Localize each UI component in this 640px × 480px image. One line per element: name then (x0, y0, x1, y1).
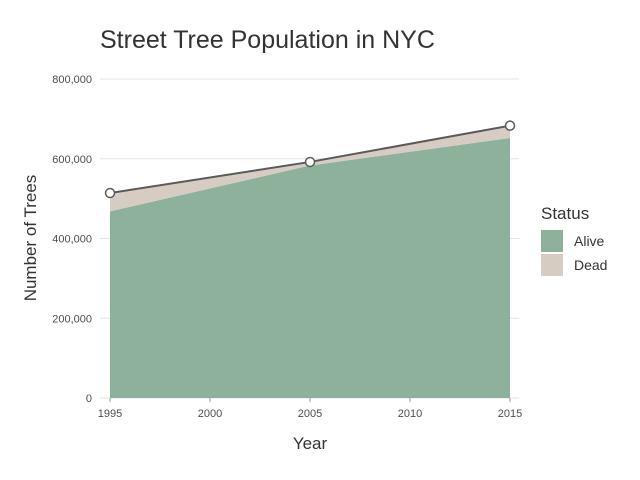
total-line-group (104, 120, 516, 199)
y-tick-label: 600,000 (52, 154, 92, 166)
legend-swatch-alive (541, 230, 563, 252)
area-layers (110, 125, 510, 398)
chart-title: Street Tree Population in NYC (100, 26, 435, 54)
x-tick-label: 2010 (398, 408, 422, 420)
x-tick-label: 2005 (298, 408, 322, 420)
x-tick-label: 1995 (98, 408, 122, 420)
total-point (104, 187, 116, 199)
y-tick-label: 400,000 (52, 234, 92, 246)
legend-title: Status (541, 204, 589, 223)
x-tick-label: 2015 (498, 408, 522, 420)
total-point (504, 120, 516, 131)
legend-label-dead: Dead (574, 257, 607, 273)
y-tick-label: 200,000 (52, 313, 92, 325)
x-axis-title: Year (293, 434, 328, 453)
y-tick-label: 800,000 (52, 74, 92, 86)
area-dead (110, 125, 510, 212)
total-point (304, 156, 316, 168)
legend-label-alive: Alive (574, 233, 605, 249)
legend-swatch-dead (541, 254, 563, 276)
x-axis: 1995 2000 2005 2010 2015 (98, 398, 522, 420)
y-tick-label: 0 (86, 393, 92, 405)
y-axis-title: Number of Trees (21, 175, 40, 302)
x-tick-label: 2000 (198, 408, 222, 420)
y-axis: 0 200,000 400,000 600,000 800,000 (52, 74, 92, 405)
area-alive (110, 138, 510, 398)
legend: Status Alive Dead (541, 204, 607, 276)
